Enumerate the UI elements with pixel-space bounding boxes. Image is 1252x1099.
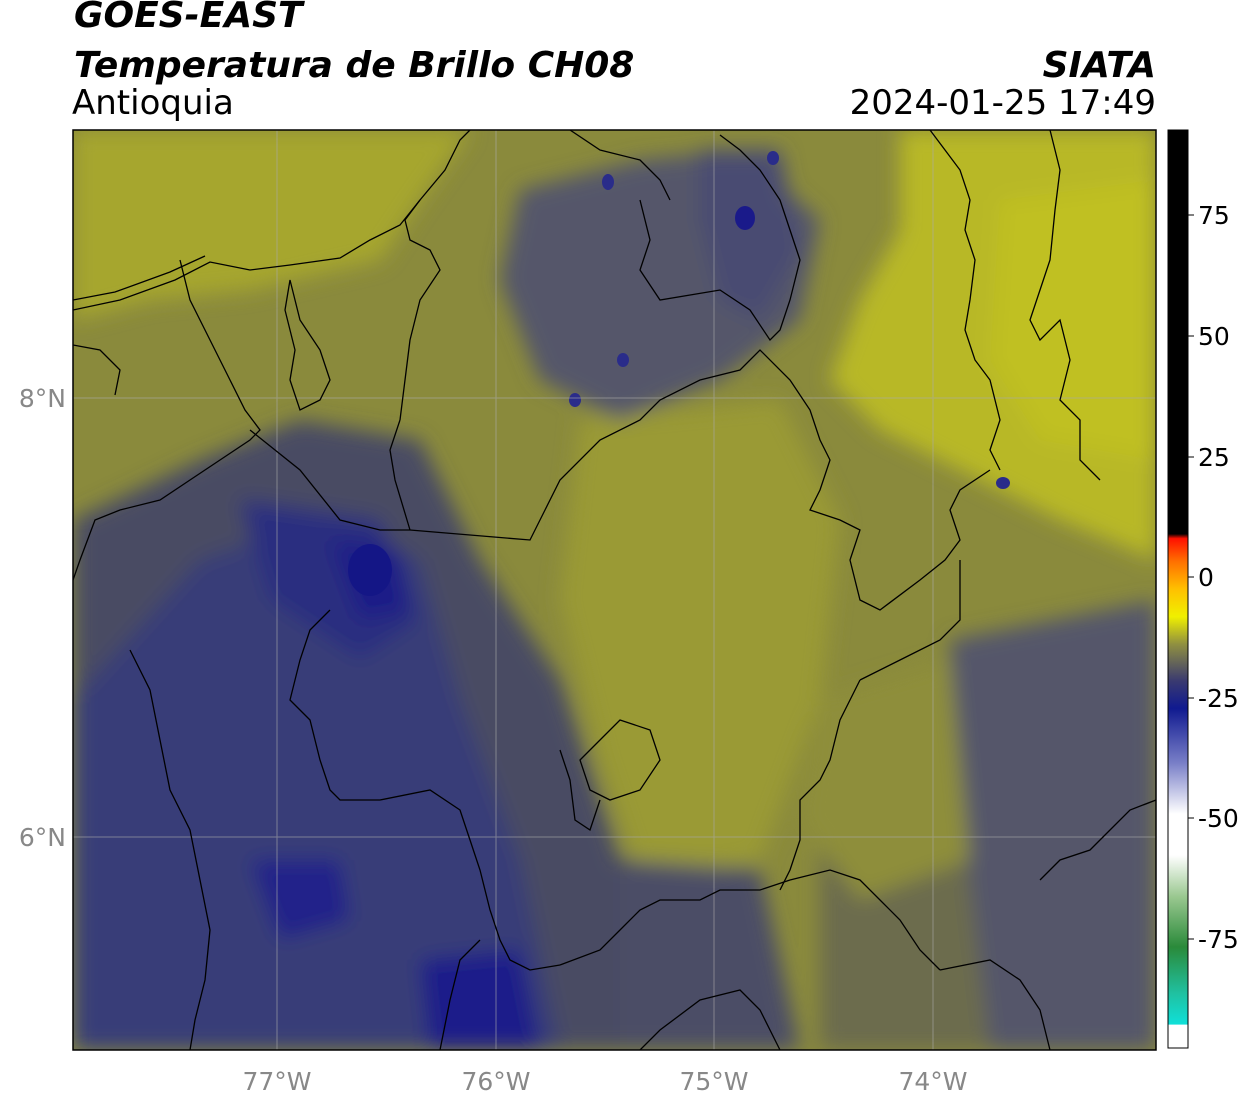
cell-4 xyxy=(617,353,629,367)
cell-1 xyxy=(735,206,755,230)
cell-7 xyxy=(348,544,392,596)
field-grey-south xyxy=(620,860,800,1050)
colorbar-gradient xyxy=(1167,129,1189,1049)
cell-5 xyxy=(996,477,1010,489)
borders xyxy=(73,130,1156,1050)
agency-label: SIATA xyxy=(1042,45,1156,86)
colorbar-ticks xyxy=(1188,214,1194,940)
colorbar-tick-label: 50 xyxy=(1198,322,1230,351)
lon-tick-label: 77°W xyxy=(242,1067,311,1096)
lon-tick-label: 76°W xyxy=(461,1067,530,1096)
field-yellow-east-core xyxy=(990,180,1156,460)
lat-tick-label: 8°N xyxy=(19,384,66,413)
map-frame xyxy=(72,129,1157,1051)
colorbar-tick-label: 25 xyxy=(1198,443,1230,472)
colorbar-tick-label: -50 xyxy=(1198,804,1239,833)
cell-3 xyxy=(569,393,581,407)
datetime-label: 2024-01-25 17:49 xyxy=(849,83,1156,123)
field-blue-west xyxy=(73,520,560,1050)
colorbar-tick-label: -25 xyxy=(1198,684,1239,713)
colorbar-tick-label: 0 xyxy=(1198,563,1214,592)
field-olive-southcentral xyxy=(800,660,970,900)
satellite-title: GOES-EAST xyxy=(74,0,303,36)
colorbar: 75 50 25 0 -25 -50 -75 xyxy=(1167,129,1239,1049)
region-label: Antioquia xyxy=(72,83,234,123)
field-grey-southeast xyxy=(950,600,1156,1050)
cell-2 xyxy=(602,174,614,190)
colorbar-tick-label: 75 xyxy=(1198,201,1230,230)
lon-tick-label: 74°W xyxy=(898,1067,967,1096)
cell-6 xyxy=(767,151,779,165)
field-blue-core-3 xyxy=(250,860,350,940)
field-yellow-northwest xyxy=(73,130,470,320)
field-blue-core-4 xyxy=(420,950,540,1050)
gridlines xyxy=(73,130,1156,1050)
field-olive-center xyxy=(560,400,840,880)
brightness-temperature-field xyxy=(73,130,1156,1050)
colorbar-tick-label: -75 xyxy=(1198,925,1239,954)
product-title: Temperatura de Brillo CH08 xyxy=(74,45,635,86)
field-blue-core-1 xyxy=(240,500,420,660)
lon-tick-label: 75°W xyxy=(679,1067,748,1096)
lat-tick-label: 6°N xyxy=(19,823,66,852)
